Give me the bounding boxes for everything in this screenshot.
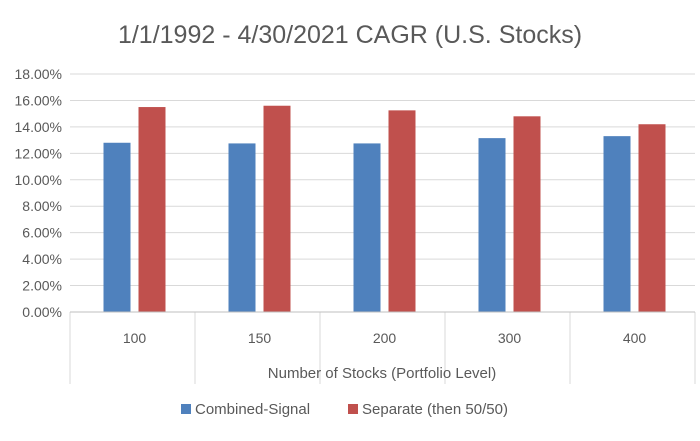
y-tick-label: 16.00% — [15, 92, 62, 108]
legend-swatch-2 — [348, 404, 358, 414]
bar-series-2-400 — [638, 124, 666, 312]
y-tick-label: 18.00% — [15, 66, 62, 82]
x-tick-label: 150 — [248, 330, 272, 346]
bar-series-2-300 — [513, 116, 541, 312]
y-tick-label: 0.00% — [22, 304, 62, 320]
x-axis-label: Number of Stocks (Portfolio Level) — [268, 365, 496, 382]
bar-series-1-150 — [228, 143, 256, 312]
y-tick-label: 8.00% — [22, 198, 62, 214]
y-tick-label: 4.00% — [22, 251, 62, 267]
x-tick-label: 300 — [498, 330, 522, 346]
bar-series-1-300 — [478, 138, 506, 312]
x-tick-label: 400 — [623, 330, 647, 346]
bars — [103, 105, 666, 312]
y-tick-label: 10.00% — [15, 172, 62, 188]
x-tick-labels: 100 150 200 300 400 — [123, 330, 647, 346]
bar-series-2-200 — [388, 110, 416, 312]
legend: Combined-Signal Separate (then 50/50) — [181, 401, 508, 418]
bar-series-1-100 — [103, 142, 131, 312]
bar-series-1-200 — [353, 143, 381, 312]
y-tick-label: 12.00% — [15, 145, 62, 161]
y-tick-label: 2.00% — [22, 278, 62, 294]
legend-swatch-1 — [181, 404, 191, 414]
grid-lines — [70, 73, 695, 287]
bar-series-2-100 — [138, 107, 166, 312]
category-lines — [69, 312, 696, 384]
bar-series-1-400 — [603, 136, 631, 312]
legend-label-2: Separate (then 50/50) — [362, 401, 508, 418]
x-tick-label: 100 — [123, 330, 147, 346]
y-tick-label: 14.00% — [15, 119, 62, 135]
legend-label-1: Combined-Signal — [195, 401, 310, 418]
y-tick-labels: 0.00% 2.00% 4.00% 6.00% 8.00% 10.00% 12.00% 14.… — [15, 66, 62, 320]
y-tick-label: 6.00% — [22, 225, 62, 241]
bar-series-2-150 — [263, 105, 291, 312]
chart-title: 1/1/1992 - 4/30/2021 CAGR (U.S. Stocks) — [118, 21, 582, 49]
x-tick-label: 200 — [373, 330, 397, 346]
